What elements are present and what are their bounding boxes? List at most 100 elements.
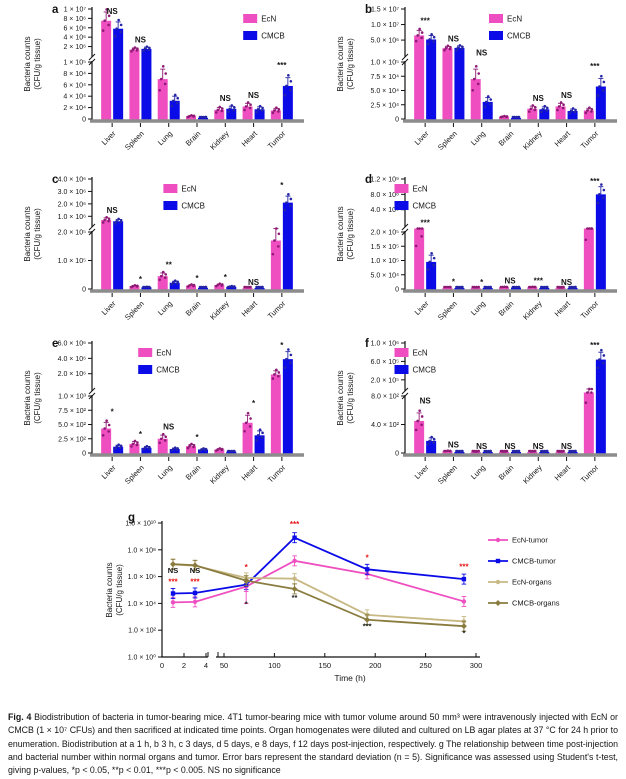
svg-text:Heart: Heart xyxy=(240,298,260,318)
svg-text:(CFU/g tissue): (CFU/g tissue) xyxy=(33,372,42,424)
svg-text:300: 300 xyxy=(470,661,483,670)
svg-text:Tumor: Tumor xyxy=(579,299,601,321)
svg-text:1.0 × 10⁵: 1.0 × 10⁵ xyxy=(371,60,399,67)
svg-text:EcN: EcN xyxy=(156,349,171,358)
svg-text:2.5 × 10⁴: 2.5 × 10⁴ xyxy=(370,102,399,109)
svg-text:Bacteria counts: Bacteria counts xyxy=(336,206,345,261)
svg-text:1.0 × 10²: 1.0 × 10² xyxy=(128,628,156,635)
svg-text:CMCB: CMCB xyxy=(261,32,285,41)
svg-text:5.0 × 10⁴: 5.0 × 10⁴ xyxy=(370,88,399,95)
svg-text:(CFU/g tissue): (CFU/g tissue) xyxy=(115,564,124,616)
svg-text:Bacteria counts: Bacteria counts xyxy=(23,370,32,425)
svg-text:NS: NS xyxy=(561,91,573,100)
svg-text:6 × 10⁴: 6 × 10⁴ xyxy=(63,82,86,89)
svg-text:***: *** xyxy=(363,622,372,631)
svg-text:0: 0 xyxy=(395,287,399,294)
svg-text:1.0 × 10¹⁰: 1.0 × 10¹⁰ xyxy=(125,520,156,528)
svg-text:*: * xyxy=(452,277,456,286)
svg-text:2 × 10⁶: 2 × 10⁶ xyxy=(63,44,86,51)
panel-letter-b: b xyxy=(365,4,373,16)
svg-text:NS: NS xyxy=(107,7,119,16)
svg-text:Brain: Brain xyxy=(497,299,516,318)
svg-text:Kidney: Kidney xyxy=(521,463,544,486)
panel-grid: a 0 2 × 10⁴ 4 × 10⁴ 6 × 10⁴ 8 × 10⁴ 1 × 10⁵ 2 … xyxy=(0,0,626,510)
svg-text:Lung: Lung xyxy=(156,129,174,147)
svg-text:NS: NS xyxy=(533,442,545,451)
svg-text:Heart: Heart xyxy=(240,462,260,482)
svg-text:EcN: EcN xyxy=(413,185,428,194)
svg-text:*: * xyxy=(462,629,465,638)
svg-text:8.0 × 10⁸: 8.0 × 10⁸ xyxy=(371,192,399,199)
svg-text:1.0 × 10⁸: 1.0 × 10⁸ xyxy=(128,547,156,554)
svg-text:6.0 × 10⁶: 6.0 × 10⁶ xyxy=(58,341,86,348)
svg-text:8 × 10⁶: 8 × 10⁶ xyxy=(63,16,86,23)
svg-text:*: * xyxy=(245,599,248,608)
caption-label: Fig. 4 xyxy=(8,712,32,722)
svg-text:***: *** xyxy=(420,16,430,25)
svg-text:*: * xyxy=(195,433,199,442)
svg-text:(CFU/g tissue): (CFU/g tissue) xyxy=(33,208,42,260)
svg-text:*: * xyxy=(280,181,284,190)
svg-text:2 × 10⁴: 2 × 10⁴ xyxy=(63,105,86,112)
svg-text:Bacteria counts: Bacteria counts xyxy=(336,36,345,91)
svg-text:*: * xyxy=(480,278,484,287)
svg-text:NS: NS xyxy=(504,442,516,451)
panel-letter-g: g xyxy=(128,512,136,524)
svg-text:(CFU/g tissue): (CFU/g tissue) xyxy=(346,208,355,260)
svg-text:***: *** xyxy=(277,61,287,70)
bar-chart-f: 0 4.0 × 10² 8.0 × 10² 2.0 × 10⁵ 6.0 × 10⁵ 1.0… xyxy=(336,341,617,486)
panel-g: g 1.0 × 10⁰ 1.0 × 10² 1.0 × 10⁴ 1.0 × 10⁶ 1.… xyxy=(0,510,626,706)
svg-text:1.0 × 10³: 1.0 × 10³ xyxy=(58,394,86,401)
svg-text:8.0 × 10²: 8.0 × 10² xyxy=(371,394,399,401)
svg-text:*: * xyxy=(224,273,228,282)
svg-text:Tumor: Tumor xyxy=(266,463,288,485)
svg-text:*: * xyxy=(195,274,199,283)
panel-letter-e: e xyxy=(52,338,59,350)
svg-text:NS: NS xyxy=(135,36,147,45)
svg-text:*: * xyxy=(366,553,370,562)
svg-text:5.0 × 10⁶: 5.0 × 10⁶ xyxy=(371,38,399,45)
svg-text:(CFU/g tissue): (CFU/g tissue) xyxy=(33,38,42,90)
svg-text:Spleen: Spleen xyxy=(436,129,459,152)
svg-text:1.0 × 10⁰: 1.0 × 10⁰ xyxy=(128,654,156,662)
svg-text:Kidney: Kidney xyxy=(208,463,231,486)
svg-text:Spleen: Spleen xyxy=(123,463,146,486)
svg-text:NS: NS xyxy=(163,422,175,431)
svg-text:Heart: Heart xyxy=(553,128,573,148)
svg-text:Kidney: Kidney xyxy=(521,129,544,152)
svg-text:1.0 × 10⁵: 1.0 × 10⁵ xyxy=(58,258,86,265)
svg-text:NS: NS xyxy=(420,397,432,406)
svg-text:1.0 × 10⁶: 1.0 × 10⁶ xyxy=(371,341,399,348)
svg-text:1.0 × 10⁷: 1.0 × 10⁷ xyxy=(371,22,399,29)
svg-text:5.0 × 10⁴: 5.0 × 10⁴ xyxy=(370,272,399,279)
svg-text:2.0 × 10⁵: 2.0 × 10⁵ xyxy=(371,230,399,237)
svg-text:Heart: Heart xyxy=(553,298,573,318)
panel-b: b 0 2.5 × 10⁴ 5.0 × 10⁴ 7.5 × 10⁴ 1.0 × 10⁵ 5… xyxy=(313,0,626,170)
svg-text:Bacteria counts: Bacteria counts xyxy=(23,36,32,91)
svg-text:7.5 × 10⁴: 7.5 × 10⁴ xyxy=(370,74,399,81)
svg-text:NS: NS xyxy=(561,278,573,287)
svg-text:Brain: Brain xyxy=(497,129,516,148)
svg-text:***: *** xyxy=(420,219,430,228)
svg-text:Liver: Liver xyxy=(413,299,431,317)
svg-text:Spleen: Spleen xyxy=(436,299,459,322)
svg-text:Liver: Liver xyxy=(100,129,118,147)
svg-text:Kidney: Kidney xyxy=(208,129,231,152)
panel-letter-c: c xyxy=(52,174,59,186)
svg-text:1.5 × 10⁷: 1.5 × 10⁷ xyxy=(371,7,399,14)
svg-text:***: *** xyxy=(590,341,600,350)
svg-text:EcN: EcN xyxy=(181,185,196,194)
svg-text:***: *** xyxy=(190,578,200,587)
svg-text:1.0 × 10⁶: 1.0 × 10⁶ xyxy=(58,214,86,221)
panel-e: e 0 2.5 × 10² 5.0 × 10² 7.5 × 10² 1.0 × 10³ 2… xyxy=(0,334,313,510)
svg-text:Bacteria counts: Bacteria counts xyxy=(23,206,32,261)
svg-text:***: *** xyxy=(290,520,300,529)
svg-text:NS: NS xyxy=(220,94,232,103)
line-chart-g: 1.0 × 10⁰ 1.0 × 10² 1.0 × 10⁴ 1.0 × 10⁶ 1.0 … xyxy=(105,520,560,684)
svg-text:***: *** xyxy=(590,62,600,71)
svg-text:5.0 × 10²: 5.0 × 10² xyxy=(58,422,86,429)
svg-text:250: 250 xyxy=(419,661,432,670)
svg-text:EcN: EcN xyxy=(261,15,276,24)
panel-d: d 0 5.0 × 10⁴ 1.0 × 10⁵ 1.5 × 10⁵ 2.0 × 10⁵ 4… xyxy=(313,170,626,334)
svg-text:*: * xyxy=(280,341,284,350)
